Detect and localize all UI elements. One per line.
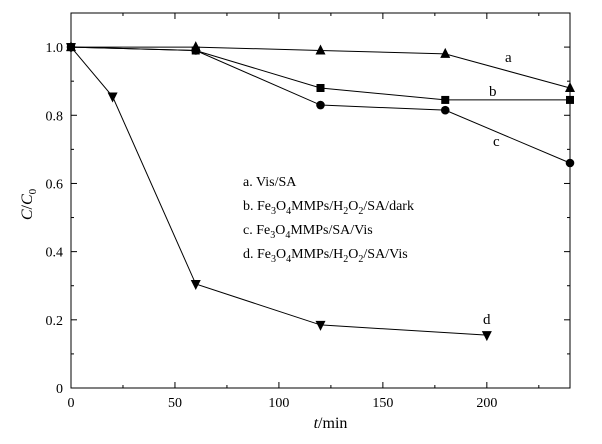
y-tick-label: 0.4	[46, 246, 64, 261]
x-tick-label: 50	[168, 396, 182, 411]
series-d-point	[315, 320, 326, 331]
x-tick-label: 150	[372, 396, 393, 411]
x-axis-label: t/min	[314, 415, 348, 432]
series-a-point	[565, 82, 575, 92]
y-axis-label: C/C0	[19, 188, 39, 220]
y-tick-label: 0.2	[46, 314, 64, 329]
curve-label-c: c	[493, 134, 500, 150]
x-tick-label: 100	[268, 396, 289, 411]
series-d-point	[107, 92, 118, 103]
plot-frame	[70, 12, 571, 389]
series-d-point	[190, 280, 201, 291]
x-tick-label: 200	[476, 396, 497, 411]
series-c-point	[565, 158, 575, 168]
y-tick-label: 0.8	[46, 109, 64, 124]
series-a-point	[315, 44, 326, 55]
y-tick-label: 0	[56, 382, 63, 397]
series-b-point	[316, 84, 325, 92]
curve-label-b: b	[489, 84, 497, 100]
series-c-point	[316, 100, 325, 110]
series-d-line	[70, 46, 487, 336]
series-d-point	[481, 331, 492, 342]
curve-label-d: d	[483, 312, 491, 328]
y-tick-label: 0.6	[46, 177, 64, 192]
series-d-point	[66, 43, 76, 54]
series-c-point	[440, 105, 450, 115]
series-a-point	[440, 47, 451, 58]
legend-entry-a: a. Vis/SA	[243, 175, 297, 190]
y-tick-label: 1.0	[46, 41, 64, 56]
legend-entry-d: d. Fe3O4MMPs/H2O2/SA/Vis	[243, 247, 408, 265]
curve-label-a: a	[505, 50, 512, 66]
series-b-point	[566, 95, 574, 104]
legend-entry-b: b. Fe3O4MMPs/H2O2/SA/dark	[243, 199, 414, 217]
legend-entry-c: c. Fe3O4MMPs/SA/Vis	[243, 223, 373, 241]
series-c-point	[191, 46, 201, 55]
x-tick-label: 0	[68, 396, 75, 411]
series-b-point	[441, 95, 450, 104]
